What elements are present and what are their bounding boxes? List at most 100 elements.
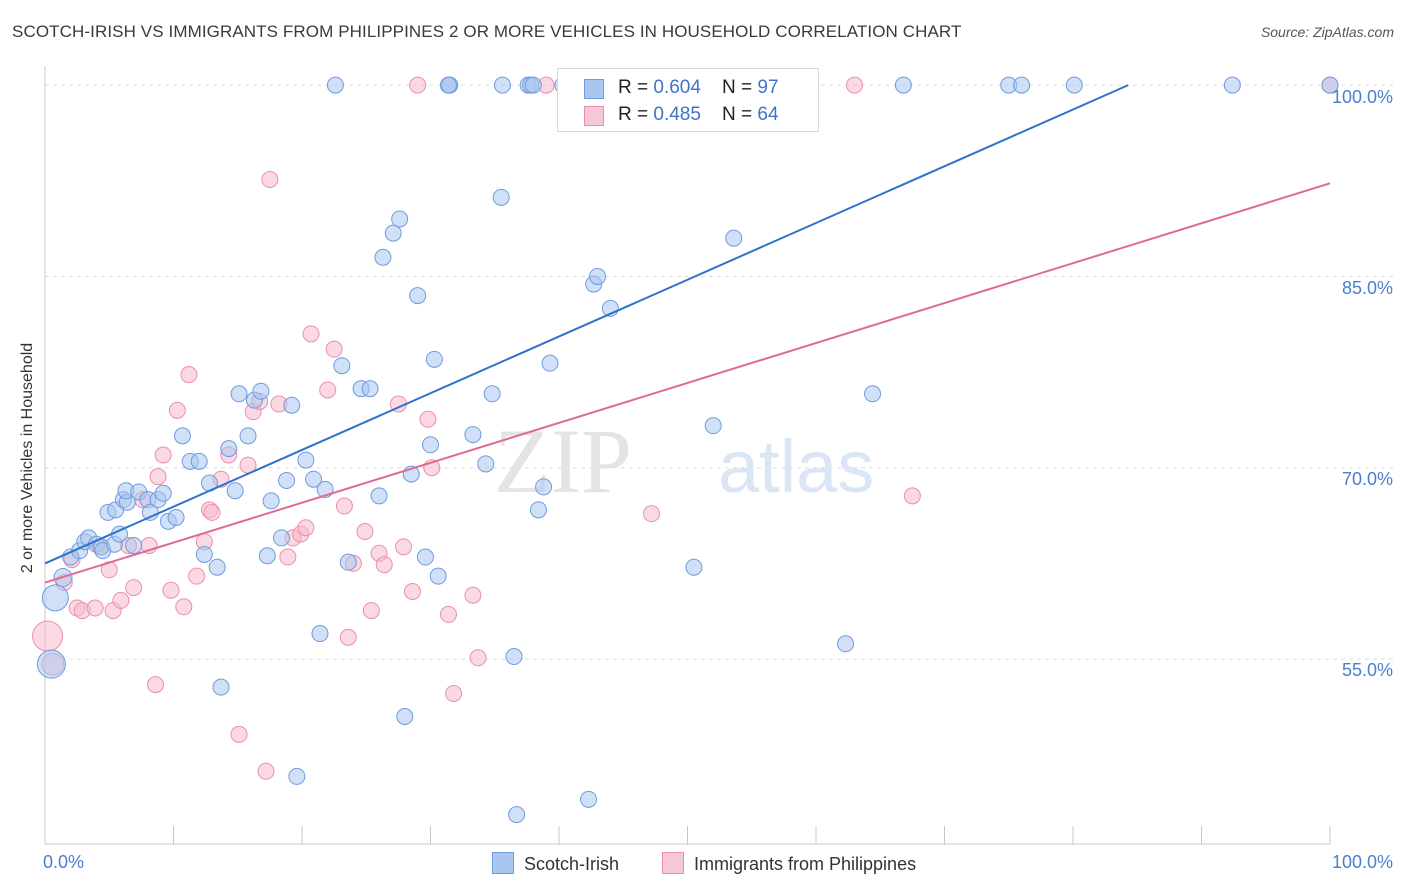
philippines-point xyxy=(188,567,206,585)
scotch-irish-point xyxy=(464,426,482,444)
scotch-irish-point xyxy=(212,678,230,696)
legend-r-label: R = xyxy=(618,104,654,125)
scotch-irish-point xyxy=(208,558,226,576)
philippines-point xyxy=(86,599,104,617)
x-tick-label-max: 100.0% xyxy=(1331,852,1393,872)
trend-lines xyxy=(44,84,1331,584)
scotch-irish-point xyxy=(239,427,257,445)
scotch-irish-point xyxy=(195,545,213,563)
philippines-point xyxy=(445,685,463,703)
scotch-irish-point xyxy=(36,649,66,679)
legend-r-value-philippines: 0.485 xyxy=(653,104,701,125)
scotch-irish-point xyxy=(422,436,439,454)
legend-n-value-scotch-irish: 97 xyxy=(757,77,779,98)
scotch-irish-point xyxy=(685,558,703,576)
y-tick-label-70: 70.0% xyxy=(1341,469,1393,489)
scotch-irish-point xyxy=(1065,76,1083,94)
scotch-irish-point xyxy=(725,229,743,247)
philippines-point xyxy=(362,602,380,620)
scotch-irish-point xyxy=(326,76,344,94)
legend-n-label: N = xyxy=(722,77,758,98)
scotch-irish-point xyxy=(173,427,191,445)
scotch-irish-point xyxy=(492,188,510,206)
philippines-point xyxy=(154,446,172,464)
scotch-irish-point xyxy=(374,248,392,266)
bottom-legend-scotch-irish: Scotch-Irish xyxy=(492,852,619,875)
scotch-irish-point xyxy=(529,501,547,519)
legend-n-value-philippines: 64 xyxy=(757,104,779,125)
scotch-irish-point xyxy=(370,487,388,505)
scotch-irish-point xyxy=(894,76,912,94)
stats-legend: R = 0.604 N = 97 R = 0.485 N = 64 xyxy=(557,68,819,132)
watermark-atlas: atlas xyxy=(718,425,874,508)
scotch-irish-point xyxy=(258,547,276,565)
legend-swatch-scotch-irish xyxy=(584,79,604,99)
legend-swatch-philippines xyxy=(584,106,604,126)
scotch-irish-point xyxy=(190,452,208,470)
axes xyxy=(44,66,1331,845)
philippines-point xyxy=(297,519,315,537)
scotch-irish-point xyxy=(333,357,351,375)
series-scotch-irish-points xyxy=(36,76,1339,824)
philippines-point xyxy=(319,381,337,399)
scotch-irish-point xyxy=(272,529,290,547)
philippines-point xyxy=(439,605,457,623)
scotch-irish-point xyxy=(339,553,357,571)
philippines-point xyxy=(203,503,221,521)
scotch-irish-point xyxy=(1013,76,1031,94)
scotch-irish-point xyxy=(283,396,301,414)
philippines-point xyxy=(149,468,167,486)
trend-line-philippines xyxy=(44,182,1331,584)
scotch-irish-point xyxy=(305,470,323,488)
scotch-irish-point xyxy=(361,380,379,398)
philippines-point xyxy=(643,505,661,523)
bottom-legend-philippines: Immigrants from Philippines xyxy=(662,852,916,875)
scotch-irish-point xyxy=(391,210,409,228)
scotch-irish-point xyxy=(297,451,315,469)
legend-r-value-scotch-irish: 0.604 xyxy=(653,77,701,98)
scotch-irish-point xyxy=(837,635,855,653)
scotch-irish-point xyxy=(416,548,434,566)
scotch-irish-point xyxy=(278,472,296,490)
philippines-point xyxy=(325,340,343,358)
scotch-irish-point xyxy=(396,707,414,725)
watermark: ZIP atlas xyxy=(494,410,874,512)
scotch-irish-point xyxy=(541,354,559,372)
philippines-point xyxy=(125,579,143,597)
scotch-irish-point xyxy=(505,648,523,666)
philippines-point xyxy=(409,76,427,94)
scotch-irish-point xyxy=(1321,76,1339,94)
scotch-irish-point xyxy=(384,224,402,242)
trend-line-scotch-irish xyxy=(44,84,1129,565)
scotch-irish-point xyxy=(535,478,553,496)
chart-title: SCOTCH-IRISH VS IMMIGRANTS FROM PHILIPPI… xyxy=(12,22,962,41)
y-tick-label-85: 85.0% xyxy=(1341,278,1393,298)
scotch-irish-point xyxy=(252,382,270,400)
source-label: Source: ZipAtlas.com xyxy=(1260,24,1394,40)
bottom-legend-swatch-scotch-irish xyxy=(492,852,514,874)
scotch-irish-point xyxy=(167,508,185,526)
philippines-point xyxy=(846,76,864,94)
scotch-irish-point xyxy=(704,417,722,435)
philippines-point xyxy=(335,497,353,515)
philippines-point xyxy=(230,725,248,743)
scotch-irish-point xyxy=(220,440,238,458)
philippines-point xyxy=(469,649,487,667)
scotch-irish-point xyxy=(226,482,244,500)
scotch-irish-point xyxy=(425,350,443,368)
scotch-irish-point xyxy=(429,567,447,585)
bottom-legend-label-philippines: Immigrants from Philippines xyxy=(694,854,917,874)
scotch-irish-point xyxy=(508,806,526,824)
philippines-point xyxy=(356,523,374,541)
legend-r-label: R = xyxy=(618,77,654,98)
philippines-point xyxy=(180,366,198,384)
bottom-legend-label-scotch-irish: Scotch-Irish xyxy=(524,854,620,874)
philippines-point xyxy=(903,487,921,505)
philippines-point xyxy=(162,581,180,599)
series-philippines-points xyxy=(32,76,1339,780)
scotch-irish-point xyxy=(230,385,248,403)
philippines-point xyxy=(112,591,130,609)
philippines-point xyxy=(339,628,357,646)
scotch-irish-point xyxy=(439,76,457,94)
